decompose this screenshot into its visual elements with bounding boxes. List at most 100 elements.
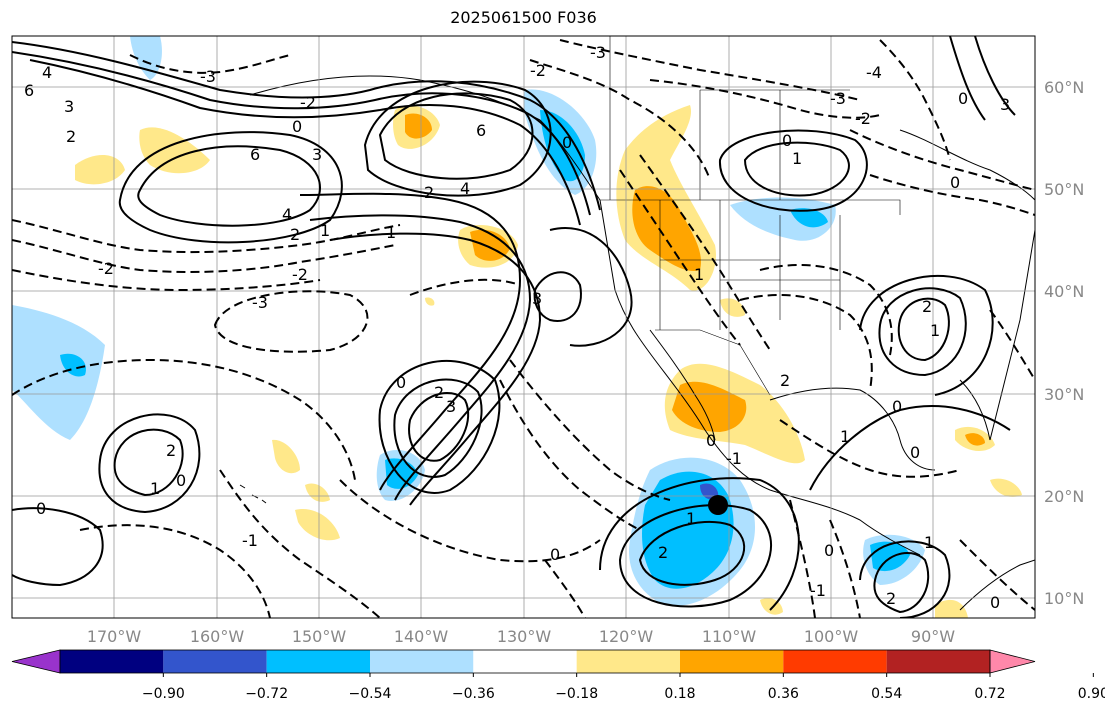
- contour-high-1: [378, 359, 501, 494]
- contour-label: 1: [150, 479, 160, 498]
- coastline-east: [989, 229, 1035, 441]
- fill-yellow: [425, 297, 435, 306]
- contour-positive: [29, 59, 581, 226]
- contour-high-2: [393, 378, 483, 478]
- fill-blue-light: [730, 197, 836, 241]
- contour-label: 0: [176, 471, 186, 490]
- coastline-baja: [649, 329, 716, 441]
- contour-high-2e: [897, 297, 950, 362]
- lon-label: 90°W: [911, 627, 955, 646]
- contour-high-1e: [878, 287, 967, 377]
- map-frame-bg: [12, 36, 1035, 618]
- contour-label: 0: [292, 117, 302, 136]
- fill-orange: [405, 113, 432, 139]
- fill-yellow: [272, 439, 300, 474]
- fill-yellow: [935, 599, 968, 618]
- colorbar-segment: [163, 650, 267, 673]
- lon-label: 110°W: [702, 627, 757, 646]
- colorbar-segment: [473, 650, 577, 673]
- contour-negative: [789, 499, 816, 618]
- coastline-hawaii: [239, 484, 267, 504]
- contour-negative: [529, 59, 711, 181]
- fill-yellow: [139, 127, 210, 174]
- lat-label: 60°N: [1044, 78, 1084, 97]
- contour-negative: [959, 539, 1035, 611]
- contour-high-1f: [859, 540, 951, 618]
- colorbar-label: −0.54: [349, 686, 392, 702]
- contour-negative: [12, 269, 321, 292]
- border-state: [659, 200, 841, 330]
- contour-negative: [12, 358, 356, 481]
- contour-negative: [339, 479, 601, 563]
- contour-positive: [718, 129, 868, 212]
- contour-label: 1: [686, 509, 696, 528]
- fill-blue-dark: [700, 483, 719, 500]
- contour-negative: [129, 54, 291, 74]
- lon-label: 130°W: [497, 627, 552, 646]
- contour-label: -2: [530, 61, 546, 80]
- contour-label: 0: [706, 431, 716, 450]
- contour-negative: [619, 169, 741, 346]
- colorbar-label: −0.18: [555, 686, 598, 702]
- colorbar-label: 0.54: [871, 686, 902, 702]
- contour-negative: [499, 379, 641, 531]
- lon-label: 100°W: [804, 627, 859, 646]
- contour-label: -1: [810, 581, 826, 600]
- contour-negative: [779, 419, 961, 478]
- contour-label: -3: [200, 67, 216, 86]
- contour-label: 3: [312, 145, 322, 164]
- colorbar-label: −0.90: [142, 686, 185, 702]
- lon-label: 140°W: [394, 627, 449, 646]
- contour-label: 3: [446, 397, 456, 416]
- contour-label: 2: [922, 297, 932, 316]
- contour-label: 6: [24, 81, 34, 100]
- contour-high-4b: [363, 80, 552, 197]
- colorbar-label: −0.72: [245, 686, 288, 702]
- contour-negative: [544, 559, 586, 618]
- contour-label: 1: [924, 533, 934, 552]
- contour-label: 0: [562, 133, 572, 152]
- fill-yellow: [295, 509, 340, 541]
- contour-label: 3: [532, 289, 542, 308]
- contour-label: -1: [726, 449, 742, 468]
- contour-positive: [309, 214, 532, 501]
- contour-label: -1: [242, 531, 258, 550]
- contour-label: 0: [950, 173, 960, 192]
- contour-label: 2: [434, 383, 444, 402]
- contour-negative: [759, 264, 893, 356]
- contour-label: 3: [1000, 95, 1010, 114]
- contour-label: -2: [292, 265, 308, 284]
- dashed-contours: [12, 39, 1035, 618]
- contour-high-3b: [533, 271, 582, 322]
- contour-label: 2: [290, 225, 300, 244]
- contour-low-center: [743, 141, 850, 197]
- contour-label: 4: [42, 63, 52, 82]
- colorbar-label: 0.36: [768, 686, 799, 702]
- contour-label: 0: [910, 443, 920, 462]
- contour-label: 6: [476, 121, 486, 140]
- contour-high-2d: [638, 520, 746, 586]
- lat-label: 10°N: [1044, 589, 1084, 608]
- contour-label: -3: [830, 89, 846, 108]
- contour-label: -3: [252, 293, 268, 312]
- fill-orange: [965, 433, 985, 446]
- contour-label: 3: [64, 97, 74, 116]
- fill-blue-light: [130, 36, 162, 80]
- contour-label: 2: [424, 183, 434, 202]
- contour-label: 0: [990, 593, 1000, 612]
- contour-positive: [809, 405, 1011, 491]
- contour-negative: [989, 309, 1035, 381]
- contour-label: 0: [396, 373, 406, 392]
- coastline-layer: [239, 75, 1035, 611]
- contour-negative: [739, 294, 873, 391]
- contour-label: 4: [282, 205, 292, 224]
- fill-yellow: [75, 154, 125, 185]
- contour-high-4: [118, 131, 343, 244]
- border-canada-provinces: [609, 36, 850, 200]
- colorbar-extend-low: [11, 649, 61, 674]
- lon-axis: 170°W 160°W 150°W 140°W 130°W 120°W 110°…: [87, 627, 955, 646]
- contour-high-6: [137, 145, 321, 227]
- contour-label: -2: [855, 109, 871, 128]
- contour-high-3: [408, 391, 470, 462]
